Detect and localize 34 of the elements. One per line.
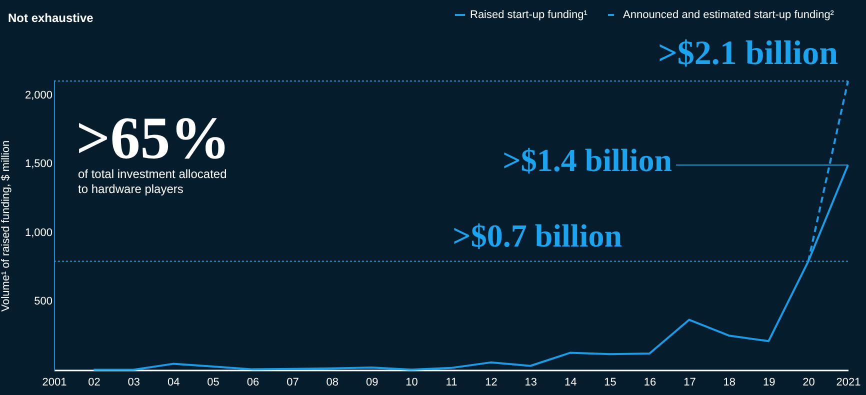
x-tick-label: 19 <box>762 376 776 388</box>
legend-label: Raised start-up funding¹ <box>470 9 588 21</box>
y-tick-label: 1,500 <box>24 158 52 170</box>
ref-line-label: >$2.1 billion <box>658 35 838 72</box>
x-tick-label: 03 <box>128 376 140 388</box>
y-tick-label: 500 <box>34 296 52 308</box>
x-tick-label: 11 <box>446 376 458 388</box>
x-tick-label: 05 <box>207 376 220 388</box>
annotation: to hardware players <box>78 182 184 196</box>
x-tick-label: 09 <box>366 376 378 388</box>
annotation: of total investment allocated <box>78 167 227 181</box>
x-tick-label: 04 <box>167 376 180 388</box>
x-tick-label: 2001 <box>42 376 67 388</box>
x-tick-label: 06 <box>246 376 260 388</box>
legend-label: Announced and estimated start-up funding² <box>623 9 834 21</box>
x-tick-label: 20 <box>802 376 815 388</box>
x-tick-label: 18 <box>723 376 736 388</box>
y-tick-label: 1,000 <box>24 226 52 239</box>
y-tick-label: 2,000 <box>24 89 52 102</box>
x-tick-label: 08 <box>326 376 339 388</box>
x-tick-label: 02 <box>88 376 100 388</box>
chart-title: Not exhaustive <box>8 11 94 25</box>
ref-line-label: >$0.7 billion <box>452 217 622 254</box>
x-tick-label: 07 <box>286 376 299 388</box>
annotation: >$1.4 billion <box>502 142 672 178</box>
x-tick-label: 16 <box>644 376 656 388</box>
x-tick-label: 2021 <box>836 376 861 388</box>
x-tick-label: 14 <box>564 376 577 388</box>
x-tick-label: 12 <box>485 376 498 388</box>
x-tick-label: 10 <box>406 376 418 388</box>
x-tick-label: 17 <box>684 376 696 388</box>
y-axis-title: Volume¹ of raised funding, $ million <box>0 140 12 312</box>
x-tick-label: 13 <box>524 376 538 388</box>
x-tick-label: 15 <box>604 376 616 388</box>
